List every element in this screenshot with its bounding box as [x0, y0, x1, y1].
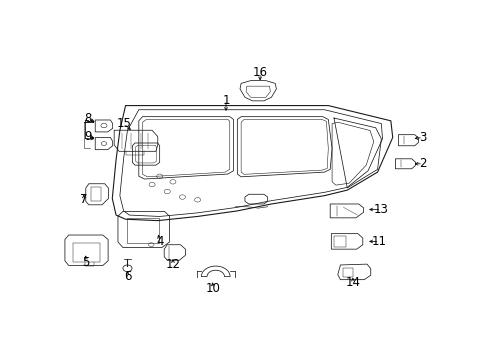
Text: 5: 5	[82, 256, 89, 269]
Text: 12: 12	[165, 258, 180, 271]
Text: 2: 2	[418, 157, 426, 170]
Text: 3: 3	[419, 131, 426, 144]
Text: 15: 15	[116, 117, 131, 130]
Bar	[73, 243, 100, 262]
Bar	[343, 268, 352, 277]
Text: 13: 13	[373, 203, 388, 216]
Text: 9: 9	[84, 130, 91, 143]
Text: 1: 1	[222, 94, 229, 107]
Text: 7: 7	[80, 193, 87, 206]
Bar	[333, 236, 346, 247]
Text: 14: 14	[345, 276, 360, 289]
Text: 4: 4	[156, 235, 163, 248]
Text: 6: 6	[123, 270, 131, 283]
Bar	[90, 187, 101, 201]
Text: 10: 10	[205, 282, 220, 295]
Text: 11: 11	[371, 235, 386, 248]
Text: 8: 8	[84, 112, 91, 125]
Text: 16: 16	[252, 66, 267, 79]
Bar	[126, 219, 159, 243]
